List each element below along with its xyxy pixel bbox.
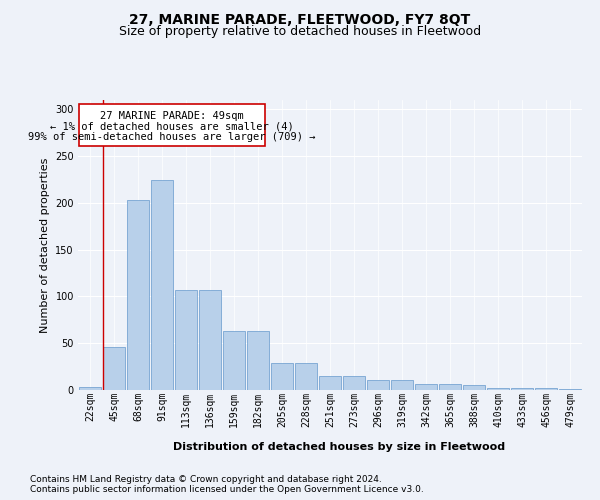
Bar (391, 380, 413, 390)
Bar (343, 376, 365, 390)
Bar (151, 180, 173, 390)
Bar (271, 363, 293, 390)
Bar (79, 387, 101, 390)
Bar (511, 388, 533, 390)
Text: Distribution of detached houses by size in Fleetwood: Distribution of detached houses by size … (173, 442, 505, 452)
Text: 27, MARINE PARADE, FLEETWOOD, FY7 8QT: 27, MARINE PARADE, FLEETWOOD, FY7 8QT (130, 12, 470, 26)
Bar (247, 331, 269, 390)
Bar (415, 384, 437, 390)
Bar (319, 376, 341, 390)
Bar (463, 386, 485, 390)
Bar (535, 388, 557, 390)
Text: 99% of semi-detached houses are larger (709) →: 99% of semi-detached houses are larger (… (28, 132, 316, 142)
Text: Size of property relative to detached houses in Fleetwood: Size of property relative to detached ho… (119, 25, 481, 38)
Bar (487, 388, 509, 390)
Bar (559, 389, 581, 390)
Bar (439, 384, 461, 390)
Text: Contains public sector information licensed under the Open Government Licence v3: Contains public sector information licen… (30, 484, 424, 494)
Text: 27 MARINE PARADE: 49sqm: 27 MARINE PARADE: 49sqm (100, 111, 244, 121)
Bar (223, 331, 245, 390)
Bar (199, 290, 221, 390)
FancyBboxPatch shape (79, 104, 265, 146)
Bar (103, 347, 125, 390)
Bar (175, 290, 197, 390)
Y-axis label: Number of detached properties: Number of detached properties (40, 158, 50, 332)
Text: Contains HM Land Registry data © Crown copyright and database right 2024.: Contains HM Land Registry data © Crown c… (30, 476, 382, 484)
Bar (367, 380, 389, 390)
Text: ← 1% of detached houses are smaller (4): ← 1% of detached houses are smaller (4) (50, 122, 294, 132)
Bar (295, 363, 317, 390)
Bar (127, 200, 149, 390)
